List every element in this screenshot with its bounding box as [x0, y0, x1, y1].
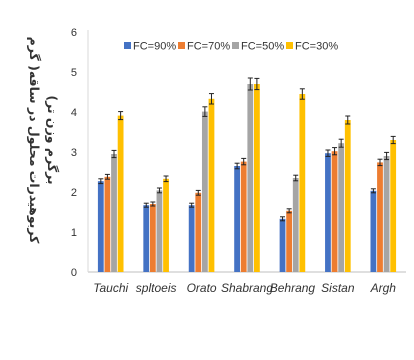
x-category-label: Orato	[187, 281, 217, 295]
x-category-label: Sistan	[321, 281, 355, 295]
bar	[377, 162, 383, 272]
bar	[370, 190, 377, 272]
legend-swatch	[178, 42, 185, 49]
legend-item: FC=90%	[124, 41, 176, 53]
error-bar	[338, 138, 344, 148]
error-bar	[156, 187, 162, 194]
error-bar	[332, 147, 338, 156]
bar	[383, 156, 390, 272]
bar	[344, 120, 351, 272]
bar	[111, 154, 117, 272]
legend-item: FC=30%	[286, 41, 338, 53]
tick-labels: 0 1 2 3 4 5 6 Tauchi spltoeis Orato ShabrangBehran…	[71, 27, 396, 295]
y-tick-label: 2	[71, 187, 77, 199]
error-bar	[118, 111, 124, 121]
error-bar	[254, 77, 260, 91]
error-bar	[384, 151, 390, 161]
y-tick-label: 0	[71, 267, 77, 279]
bar	[149, 204, 156, 272]
y-tick-label: 6	[71, 27, 77, 39]
x-category-label: Behrang	[270, 281, 316, 295]
bar	[234, 166, 240, 272]
y-tick-label: 3	[71, 147, 77, 159]
y-tick-label: 4	[71, 107, 77, 119]
bars	[97, 84, 397, 272]
bar	[325, 153, 331, 272]
bar	[240, 161, 247, 272]
y-tick-label: 1	[71, 227, 77, 239]
legend-label: FC=90%	[133, 41, 176, 53]
y-axis-title: کربوهیدرات محلول در ساقه( گرم برگرم وزن ت…	[26, 37, 60, 245]
legend-label: FC=30%	[295, 41, 338, 53]
error-bar	[241, 157, 247, 166]
x-category-label: spltoeis	[136, 281, 177, 295]
bar	[254, 84, 260, 272]
error-bar	[293, 174, 299, 182]
bar	[292, 178, 299, 272]
legend-swatch	[124, 42, 131, 49]
bar	[247, 84, 254, 272]
bar	[143, 205, 150, 272]
legend-item: FC=70%	[178, 41, 230, 53]
bar	[338, 143, 345, 272]
legend-swatch	[286, 42, 293, 49]
error-bar	[234, 162, 240, 170]
x-category-label: Shabrang	[221, 281, 273, 295]
bar	[286, 210, 293, 272]
error-bar	[195, 189, 201, 196]
error-bar	[202, 106, 208, 117]
error-bar	[247, 77, 253, 91]
error-bar	[189, 202, 195, 208]
bar	[390, 140, 397, 272]
bar	[279, 218, 286, 272]
legend: FC=90% FC=70% FC=50% FC=30%	[124, 41, 338, 53]
error-bar	[111, 149, 117, 159]
error-bar	[208, 93, 214, 105]
y-axis-title-line: کربوهیدرات محلول در ساقه( گرم	[26, 37, 42, 245]
error-bar	[150, 201, 156, 207]
bar	[97, 181, 104, 272]
bar	[117, 115, 124, 272]
error-bar	[390, 135, 396, 145]
bar	[156, 190, 163, 272]
error-bars	[98, 77, 396, 222]
error-bar	[370, 188, 376, 194]
error-bar	[280, 216, 286, 222]
error-bar	[377, 158, 383, 167]
error-bar	[98, 178, 104, 185]
y-axis-title-line: برگرم وزن تر)	[44, 95, 60, 184]
error-bar	[345, 115, 351, 125]
error-bar	[286, 208, 292, 214]
error-bar	[104, 173, 110, 180]
legend-label: FC=50%	[241, 41, 284, 53]
bar	[331, 151, 338, 272]
bar	[163, 178, 169, 272]
axes	[87, 30, 406, 273]
bar	[201, 111, 208, 272]
bar	[188, 205, 195, 272]
error-bar	[143, 202, 149, 208]
x-category-label: Argh	[370, 281, 397, 295]
error-bar	[299, 88, 305, 100]
bar	[208, 98, 215, 272]
error-bar	[325, 149, 331, 157]
bar	[104, 176, 111, 272]
legend-label: FC=70%	[187, 41, 230, 53]
bar	[299, 94, 306, 272]
y-tick-label: 5	[71, 67, 77, 79]
legend-item: FC=50%	[232, 41, 284, 53]
x-category-label: Tauchi	[93, 281, 128, 295]
error-bar	[163, 175, 169, 183]
legend-swatch	[232, 42, 239, 49]
bar	[195, 192, 202, 272]
